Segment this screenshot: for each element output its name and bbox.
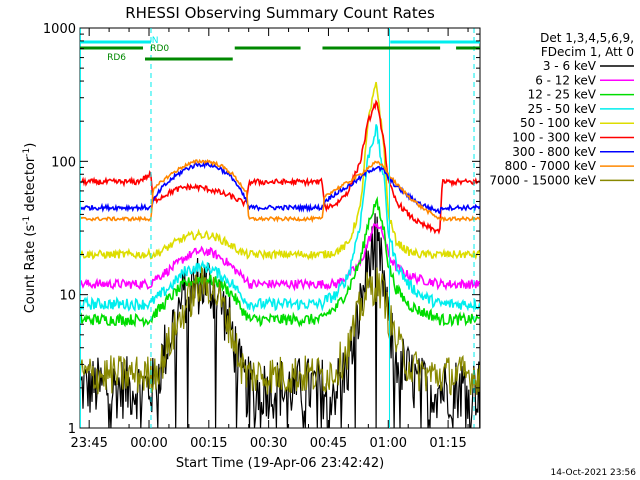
series-line-5 [80, 81, 480, 261]
legend-header-line-2: FDecim 1, Att 0 [541, 45, 634, 59]
markers-layer [79, 28, 475, 428]
series-line-8 [80, 158, 480, 224]
x-tick-label: 01:00 [370, 436, 407, 451]
state-bar-label-n: N [152, 36, 159, 46]
series-line-4 [80, 124, 480, 313]
x-tick-label: 00:30 [250, 436, 287, 451]
y-axis-label-base: Count Rate (s [23, 225, 38, 314]
legend-item-label: 12 - 25 keV [528, 88, 597, 102]
legend-item-label: 7000 - 15000 keV [489, 173, 596, 187]
x-axis-label: Start Time (19-Apr-06 23:42:42) [176, 456, 384, 471]
series-line-9 [80, 266, 480, 396]
y-axis-label-mid: detector [23, 156, 38, 216]
y-axis-label: Count Rate (s-1 detector-1) [22, 143, 38, 314]
x-tick-label: 01:15 [429, 436, 466, 451]
y-ticks: 1 10 100 1000 [43, 22, 480, 437]
footer-timestamp: 14-Oct-2021 23:56 [551, 468, 637, 478]
x-ticks: 23:45 00:00 00:15 00:30 00:45 01:00 01:15 [70, 28, 469, 451]
x-tick-label: 00:15 [190, 436, 227, 451]
y-axis-label-end: ) [23, 143, 38, 148]
x-tick-label: 00:45 [310, 436, 347, 451]
legend-item-label: 300 - 800 keV [512, 145, 596, 159]
series-line-3 [80, 196, 480, 328]
state-bar-label-rd0: RD0 [150, 44, 169, 54]
y-tick-label: 1000 [43, 22, 76, 37]
legend-item-label: 6 - 12 keV [535, 73, 597, 87]
legend: Det 1,3,4,5,6,9, FDecim 1, Att 0 3 - 6 k… [489, 31, 634, 187]
series-layer [80, 81, 480, 428]
y-axis-label-exp1: -1 [22, 216, 32, 225]
legend-item-label: 800 - 7000 keV [505, 159, 597, 173]
legend-header-line-1: Det 1,3,4,5,6,9, [540, 31, 634, 45]
x-tick-label: 00:00 [130, 436, 167, 451]
legend-item-label: 100 - 300 keV [512, 131, 596, 145]
y-axis-label-exp2: -1 [22, 148, 32, 157]
state-bar-label-rd6: RD6 [107, 53, 126, 63]
legend-item-label: 3 - 6 keV [543, 59, 597, 73]
series-line-2 [80, 222, 480, 292]
legend-item-label: 25 - 50 keV [528, 102, 597, 116]
legend-item-label: 50 - 100 keV [520, 116, 597, 130]
x-tick-label: 23:45 [70, 436, 107, 451]
y-tick-label: 10 [59, 289, 76, 304]
y-tick-label: 100 [51, 155, 76, 170]
series-line-6 [80, 99, 480, 235]
chart-title: RHESSI Observing Summary Count Rates [125, 4, 435, 22]
y-tick-label: 1 [68, 422, 76, 437]
